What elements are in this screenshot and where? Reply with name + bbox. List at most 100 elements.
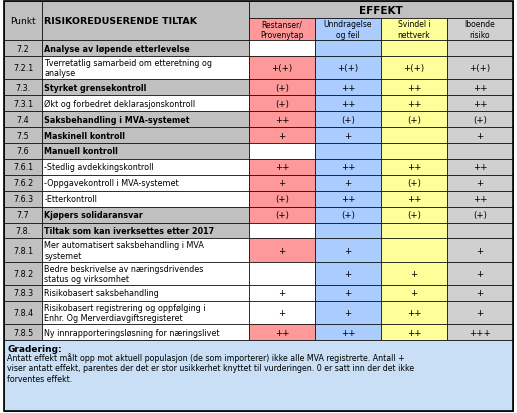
Text: +: + xyxy=(278,131,285,140)
Bar xyxy=(381,159,447,176)
Text: +: + xyxy=(344,308,352,317)
Bar xyxy=(4,128,42,144)
Bar xyxy=(42,96,249,112)
Bar xyxy=(42,285,249,301)
Bar xyxy=(42,262,249,285)
Bar xyxy=(42,112,249,128)
Bar xyxy=(42,239,249,262)
Text: (+): (+) xyxy=(341,115,355,124)
Bar xyxy=(381,262,447,285)
Text: RISIKOREDUSERENDE TILTAK: RISIKOREDUSERENDE TILTAK xyxy=(44,17,197,26)
Bar xyxy=(249,112,315,128)
Bar xyxy=(315,285,381,301)
Text: ++: ++ xyxy=(407,83,421,93)
Bar xyxy=(249,239,315,262)
Bar xyxy=(315,80,381,96)
Text: +(+): +(+) xyxy=(469,64,491,73)
Bar xyxy=(315,159,381,176)
Text: ++: ++ xyxy=(473,195,487,204)
Text: ++: ++ xyxy=(473,163,487,172)
Bar xyxy=(42,207,249,223)
Bar xyxy=(249,57,315,80)
Text: Bedre beskrivelse av næringsdrivendes
status og virksomhet: Bedre beskrivelse av næringsdrivendes st… xyxy=(44,264,204,283)
Text: +: + xyxy=(344,131,352,140)
Text: +: + xyxy=(278,289,285,298)
Bar xyxy=(42,159,249,176)
Text: (+): (+) xyxy=(407,179,421,188)
Text: Mer automatisert saksbehandling i MVA
systemet: Mer automatisert saksbehandling i MVA sy… xyxy=(44,241,204,260)
Bar xyxy=(447,262,513,285)
Bar xyxy=(315,301,381,324)
Text: Tiltak som kan iverksettes etter 2017: Tiltak som kan iverksettes etter 2017 xyxy=(44,226,215,235)
Bar xyxy=(447,57,513,80)
Bar xyxy=(447,96,513,112)
Bar xyxy=(315,176,381,191)
Text: Kjøpers solidaransvar: Kjøpers solidaransvar xyxy=(44,211,143,220)
Text: +: + xyxy=(278,179,285,188)
Bar xyxy=(249,128,315,144)
Text: 7.6.3: 7.6.3 xyxy=(13,195,33,204)
Text: (+): (+) xyxy=(473,115,487,124)
Text: +: + xyxy=(278,308,285,317)
Text: 7.6: 7.6 xyxy=(17,147,29,156)
Text: Svindel i
nettverk: Svindel i nettverk xyxy=(398,20,430,40)
Text: +: + xyxy=(278,246,285,255)
Text: +: + xyxy=(344,289,352,298)
Text: +: + xyxy=(476,308,483,317)
Text: 7.8.: 7.8. xyxy=(16,226,31,235)
Bar xyxy=(315,112,381,128)
Text: 7.8.3: 7.8.3 xyxy=(13,289,33,298)
Text: +: + xyxy=(344,269,352,278)
Bar xyxy=(381,96,447,112)
Bar xyxy=(4,112,42,128)
Text: 7.7: 7.7 xyxy=(17,211,29,220)
Text: ++: ++ xyxy=(275,115,289,124)
Text: 7.2: 7.2 xyxy=(17,45,29,54)
Text: ++: ++ xyxy=(473,83,487,93)
Text: +: + xyxy=(344,179,352,188)
Text: ++: ++ xyxy=(407,308,421,317)
Bar xyxy=(381,324,447,340)
Text: (+): (+) xyxy=(275,100,289,109)
Bar xyxy=(315,239,381,262)
Bar xyxy=(4,41,42,57)
Text: (+): (+) xyxy=(341,211,355,220)
Text: +(+): +(+) xyxy=(271,64,293,73)
Bar xyxy=(4,2,42,41)
Bar xyxy=(315,128,381,144)
Bar xyxy=(249,262,315,285)
Text: Maskinell kontroll: Maskinell kontroll xyxy=(44,131,126,140)
Bar xyxy=(447,112,513,128)
Bar xyxy=(381,19,447,41)
Bar xyxy=(381,144,447,159)
Text: +++: +++ xyxy=(469,328,491,337)
Text: Iboende
risiko: Iboende risiko xyxy=(465,20,495,40)
Bar xyxy=(4,223,42,239)
Bar xyxy=(381,301,447,324)
Bar xyxy=(4,207,42,223)
Text: +: + xyxy=(410,269,418,278)
Bar xyxy=(447,285,513,301)
Text: +(+): +(+) xyxy=(338,64,359,73)
Bar xyxy=(315,262,381,285)
Bar xyxy=(249,41,315,57)
Bar xyxy=(447,301,513,324)
Bar xyxy=(249,301,315,324)
Bar xyxy=(315,144,381,159)
Text: Økt og forbedret deklarasjonskontroll: Økt og forbedret deklarasjonskontroll xyxy=(44,100,195,109)
Bar xyxy=(249,2,513,19)
Bar xyxy=(447,223,513,239)
Text: -Stedlig avdekkingskontroll: -Stedlig avdekkingskontroll xyxy=(44,163,154,172)
Text: 7.8.4: 7.8.4 xyxy=(13,308,33,317)
Text: 7.3.: 7.3. xyxy=(16,83,31,93)
Text: ++: ++ xyxy=(341,83,355,93)
Bar xyxy=(4,176,42,191)
Bar xyxy=(447,80,513,96)
Text: (+): (+) xyxy=(473,211,487,220)
Bar xyxy=(249,96,315,112)
Bar xyxy=(315,57,381,80)
Bar xyxy=(42,191,249,207)
Text: EFFEKT: EFFEKT xyxy=(359,5,403,16)
Bar xyxy=(381,176,447,191)
Text: (+): (+) xyxy=(275,211,289,220)
